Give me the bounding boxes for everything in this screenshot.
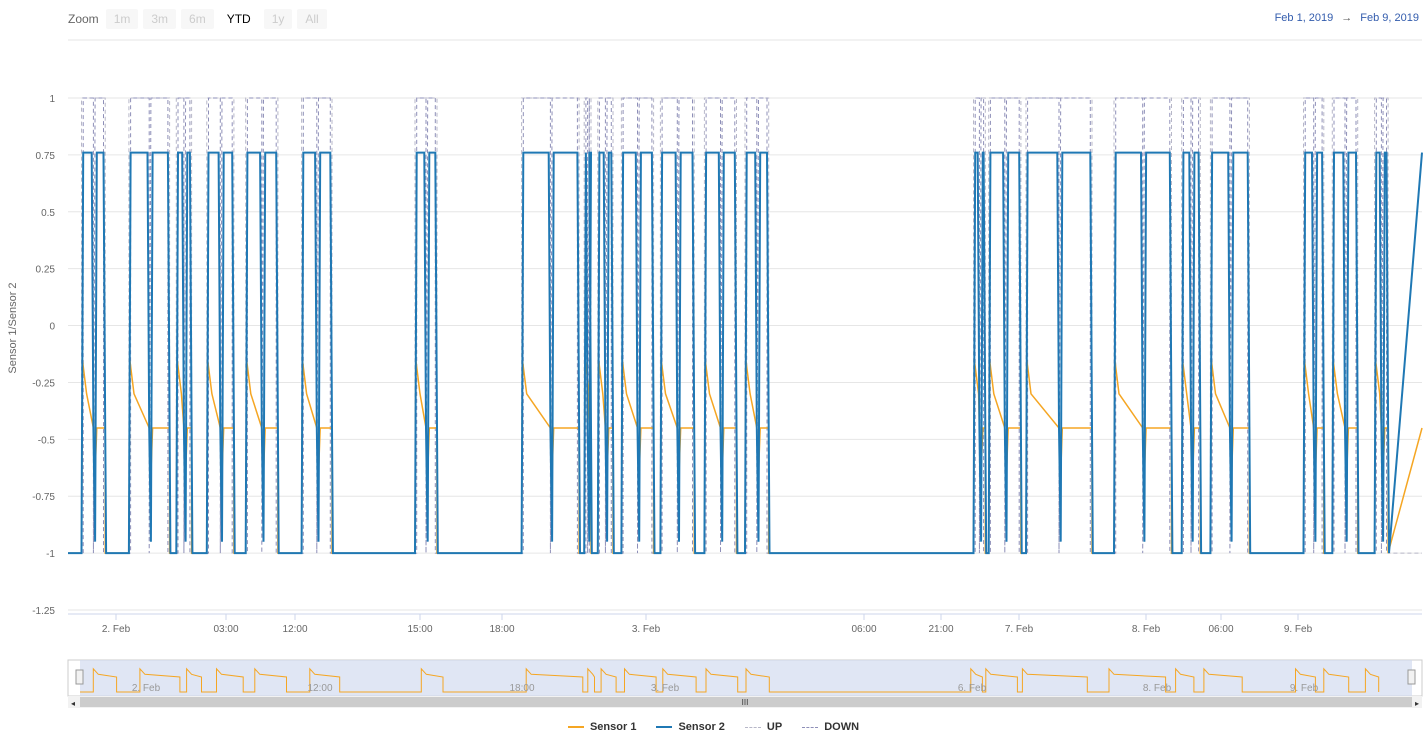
y-tick-label: -0.5 — [38, 435, 56, 446]
legend-item-sensor-2[interactable]: Sensor 2 — [656, 721, 725, 733]
y-axis: 1 0.75 0.5 0.25 0 -0.25 -0.5 -0.75 -1 -1.25 — [32, 94, 55, 617]
x-tick-label: 3. Feb — [632, 624, 661, 635]
scrollbar-grip: III — [742, 698, 749, 707]
date-range-arrow: → — [1341, 12, 1353, 24]
legend-swatch-up — [744, 726, 761, 728]
navigator-label: 3. Feb — [651, 683, 680, 694]
legend-swatch-sensor-1 — [567, 726, 584, 728]
x-tick-label: 7. Feb — [1005, 624, 1034, 635]
date-range-to[interactable]: Feb 9, 2019 — [1360, 12, 1419, 24]
navigator-label: 6. Feb — [958, 683, 987, 694]
y-tick-label: -1 — [46, 549, 55, 560]
legend-label-down: DOWN — [824, 721, 860, 733]
navigator-handle-left[interactable] — [75, 669, 84, 685]
zoom-1y-button[interactable]: 1y — [263, 9, 293, 29]
x-tick-label: 12:00 — [282, 624, 307, 635]
legend-item-down[interactable]: DOWN — [802, 721, 859, 733]
legend-item-up[interactable]: UP — [744, 721, 783, 733]
y-tick-label: -0.25 — [32, 378, 55, 389]
navigator-handle-right[interactable] — [1407, 669, 1416, 685]
series-sensor-2-line — [68, 151, 1423, 555]
y-tick-label: 0.25 — [36, 265, 56, 276]
x-tick-label: 18:00 — [489, 624, 514, 635]
x-tick-label: 06:00 — [851, 624, 876, 635]
legend-item-sensor-1[interactable]: Sensor 1 — [567, 721, 637, 733]
legend-swatch-down — [802, 726, 819, 728]
date-range-from[interactable]: Feb 1, 2019 — [1274, 12, 1334, 24]
x-tick-label: 03:00 — [213, 624, 238, 635]
navigator-label: 12:00 — [307, 683, 332, 694]
x-tick-label: 8. Feb — [1132, 624, 1161, 635]
x-tick-label: 9. Feb — [1284, 624, 1313, 635]
zoom-toolbar: Zoom 1m 3m 6m YTD 1y All — [68, 8, 327, 30]
zoom-1m-button[interactable]: 1m — [105, 9, 139, 29]
zoom-label: Zoom — [68, 12, 99, 26]
x-tick-label: 2. Feb — [102, 624, 131, 635]
y-tick-label: 1 — [49, 94, 55, 105]
zoom-6m-button[interactable]: 6m — [181, 9, 214, 29]
x-axis: 2. Feb 03:00 12:00 15:00 18:00 3. Feb 06:00 21:… — [102, 614, 1313, 635]
scrollbar-thumb[interactable] — [80, 697, 1412, 707]
zoom-all-button[interactable]: All — [297, 9, 327, 29]
scrollbar-right-arrow-icon[interactable]: ▸ — [1415, 699, 1419, 708]
navigator-label: 18:00 — [509, 683, 534, 694]
legend-label-sensor-2: Sensor 2 — [678, 721, 725, 733]
date-range: Feb 1, 2019 → Feb 9, 2019 — [1275, 12, 1419, 24]
legend-swatch-sensor-2 — [656, 726, 673, 728]
legend-label-up: UP — [766, 721, 783, 733]
scrollbar-left-arrow-icon[interactable]: ◂ — [71, 699, 75, 708]
y-tick-label: 0 — [49, 322, 55, 333]
zoom-3m-button[interactable]: 3m — [143, 9, 177, 29]
legend: Sensor 1 Sensor 2 UP DOWN — [0, 721, 1427, 733]
x-tick-label: 21:00 — [928, 624, 953, 635]
series-layer — [68, 97, 1423, 555]
navigator-label: 9. Feb — [1290, 683, 1319, 694]
legend-label-sensor-1: Sensor 1 — [589, 721, 637, 733]
y-tick-label: 0.5 — [41, 208, 55, 219]
zoom-ytd-button[interactable]: YTD — [218, 9, 259, 29]
y-tick-label: -0.75 — [32, 492, 55, 503]
y-axis-title: Sensor 1/Sensor 2 — [7, 282, 19, 373]
y-tick-label: -1.25 — [32, 606, 55, 617]
y-tick-label: 0.75 — [36, 151, 56, 162]
x-tick-label: 15:00 — [407, 624, 432, 635]
navigator-label: 8. Feb — [1143, 683, 1172, 694]
navigator-series — [80, 667, 1380, 693]
x-tick-label: 06:00 — [1208, 624, 1233, 635]
navigator-label: 2. Feb — [132, 683, 161, 694]
navigator[interactable]: 2. Feb 12:00 18:00 3. Feb 6. Feb 8. Feb 9. Feb… — [67, 659, 1423, 708]
